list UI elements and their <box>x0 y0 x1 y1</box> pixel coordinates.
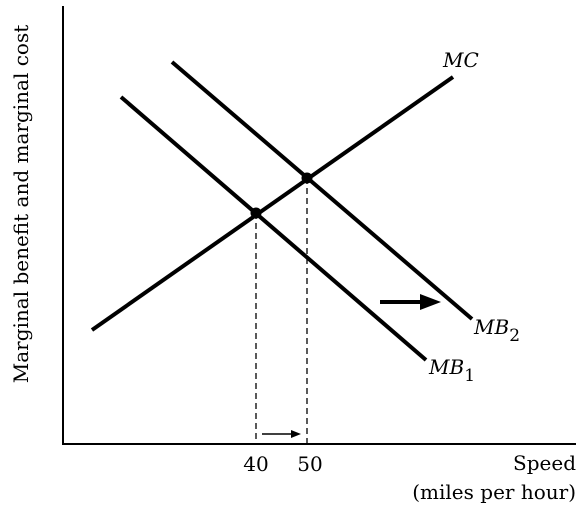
mb2-label: MB2 <box>473 315 520 346</box>
y-axis-label: Marginal benefit and marginal cost <box>9 25 33 384</box>
x-axis-sublabel: (miles per hour) <box>412 480 576 504</box>
shift-arrow <box>380 294 441 310</box>
mb1-label: MB1 <box>428 355 475 386</box>
mc-line <box>90 75 455 332</box>
equilibrium-point-40 <box>250 207 262 219</box>
mc-label: MC <box>442 48 479 72</box>
equilibrium-point-50 <box>301 172 313 184</box>
tick-label-40: 40 <box>243 452 268 476</box>
mb1-label-main: MB <box>428 355 464 379</box>
x-axis-label: Speed <box>513 451 576 475</box>
speed-change-arrow <box>262 430 301 438</box>
mb2-label-sub: 2 <box>509 326 520 346</box>
mb1-label-sub: 1 <box>464 366 475 386</box>
mc-label-main: MC <box>442 48 479 72</box>
mb2-line <box>170 60 474 321</box>
tick-label-50: 50 <box>297 452 322 476</box>
mb1-line <box>119 95 428 362</box>
mb2-label-main: MB <box>473 315 509 339</box>
